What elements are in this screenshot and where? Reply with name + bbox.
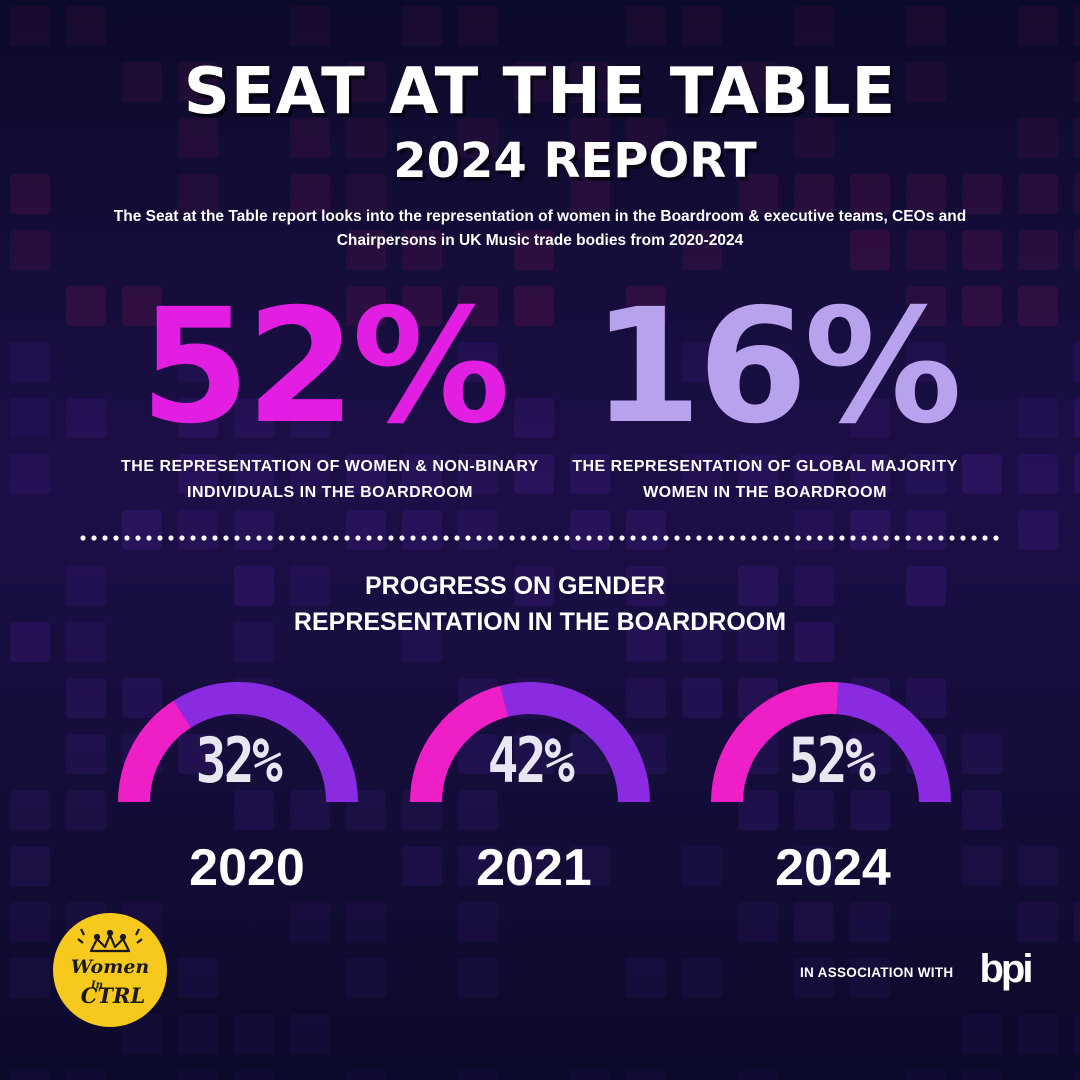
year-label-2021: 2021 [476, 839, 592, 897]
stat-global-majority-value: 16% [592, 275, 962, 459]
year-label-2020: 2020 [189, 839, 305, 897]
gauge-remainder-arc [173, 682, 358, 802]
gauge-2024: 52% [711, 678, 951, 802]
gauge-2021: 42% [410, 678, 650, 802]
women-in-ctrl-logo: Women In CTRL [53, 913, 167, 1027]
page-title: SEAT AT THE TABLE [183, 55, 897, 129]
gauge-percent-2024: 52% [788, 724, 876, 797]
crown-icon [77, 928, 143, 953]
stat-women-nonbinary-caption: THE REPRESENTATION OF WOMEN & NON-BINARY… [121, 458, 539, 501]
gauge-filled-arc [711, 682, 839, 802]
gauge-remainder-arc [836, 682, 951, 802]
bpi-logo: bpi [980, 947, 1035, 991]
svg-text:In: In [90, 980, 103, 991]
gauge-filled-arc [410, 685, 509, 802]
gauge-percent-2021: 42% [487, 724, 575, 797]
svg-text:CTRL: CTRL [81, 983, 146, 1008]
svg-text:bpi: bpi [980, 947, 1032, 991]
gauge-arc-2020 [118, 682, 358, 802]
dotted-divider [80, 535, 999, 541]
svg-text:Women: Women [71, 956, 149, 978]
gauge-2020: 32% [118, 678, 358, 802]
association-text: IN ASSOCIATION WITH [800, 965, 954, 980]
progress-title: PROGRESS ON GENDER REPRESENTATION IN THE… [0, 568, 1080, 640]
progress-title-line2: REPRESENTATION IN THE BOARDROOM [293, 608, 787, 636]
gauge-arc-2024 [711, 682, 951, 802]
gauge-percent-2020: 32% [195, 724, 283, 797]
gauge-filled-arc [118, 700, 192, 802]
report-subtitle: 2024 REPORT [393, 133, 757, 189]
year-label-2024: 2024 [775, 839, 891, 897]
progress-title-line1: PROGRESS ON GENDER [364, 572, 666, 600]
gauge-arc-2021 [410, 682, 650, 802]
gauge-remainder-arc [500, 682, 650, 802]
stat-global-majority-caption: THE REPRESENTATION OF GLOBAL MAJORITY WO… [572, 458, 958, 501]
intro-text: The Seat at the Table report looks into … [113, 208, 967, 249]
stat-women-nonbinary-value: 52% [140, 275, 510, 459]
